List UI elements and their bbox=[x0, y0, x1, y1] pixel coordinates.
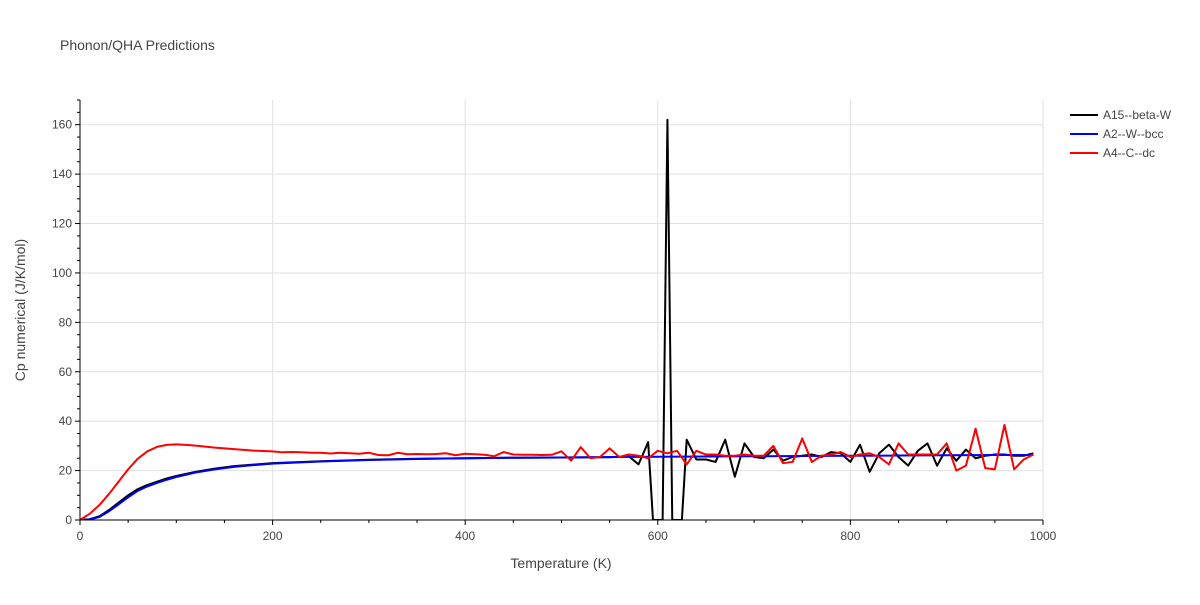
y-tick-label: 140 bbox=[52, 167, 72, 181]
series-layer bbox=[80, 118, 1034, 520]
legend: A15--beta-W A2--W--bcc A4--C--dc bbox=[1070, 108, 1172, 160]
legend-label: A2--W--bcc bbox=[1103, 127, 1163, 141]
y-tick-label: 100 bbox=[52, 266, 72, 280]
axis-layer: 0 20 40 60 80 100 120 140 160 0 200 400 600 800 1000 bbox=[52, 99, 1057, 543]
legend-item[interactable]: A15--beta-W bbox=[1070, 108, 1172, 122]
y-tick-label: 80 bbox=[59, 315, 73, 329]
legend-label: A4--C--dc bbox=[1103, 146, 1155, 160]
legend-item[interactable]: A2--W--bcc bbox=[1070, 127, 1163, 141]
legend-label: A15--beta-W bbox=[1103, 108, 1172, 122]
y-tick-label: 60 bbox=[59, 365, 73, 379]
x-tick-label: 1000 bbox=[1030, 529, 1057, 543]
x-tick-label: 800 bbox=[840, 529, 860, 543]
series-line-A2--W--bcc bbox=[80, 454, 1034, 520]
y-tick-label: 0 bbox=[65, 513, 72, 527]
grid-layer bbox=[80, 100, 1044, 520]
y-tick-label: 160 bbox=[52, 118, 72, 132]
y-tick-label: 20 bbox=[59, 464, 73, 478]
x-axis-title: Temperature (K) bbox=[510, 555, 611, 571]
legend-item[interactable]: A4--C--dc bbox=[1070, 146, 1155, 160]
x-tick-label: 600 bbox=[648, 529, 668, 543]
series-line-A4--C--dc bbox=[80, 423, 1034, 520]
x-tick-label: 400 bbox=[455, 529, 475, 543]
y-axis-title: Cp numerical (J/K/mol) bbox=[12, 239, 28, 381]
x-tick-label: 200 bbox=[263, 529, 283, 543]
y-tick-label: 120 bbox=[52, 217, 72, 231]
y-tick-label: 40 bbox=[59, 414, 73, 428]
x-tick-label: 0 bbox=[77, 529, 84, 543]
chart-title: Phonon/QHA Predictions bbox=[60, 37, 215, 53]
